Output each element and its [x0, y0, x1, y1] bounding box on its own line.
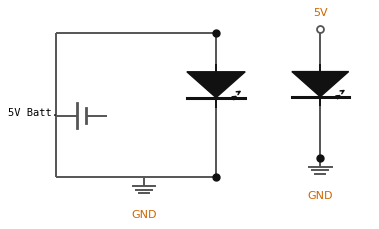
Text: GND: GND [307, 191, 333, 201]
Text: 5V: 5V [313, 8, 327, 18]
Polygon shape [292, 72, 349, 97]
Text: 5V Batt.: 5V Batt. [8, 108, 58, 118]
Text: GND: GND [131, 210, 157, 220]
Polygon shape [187, 72, 245, 98]
